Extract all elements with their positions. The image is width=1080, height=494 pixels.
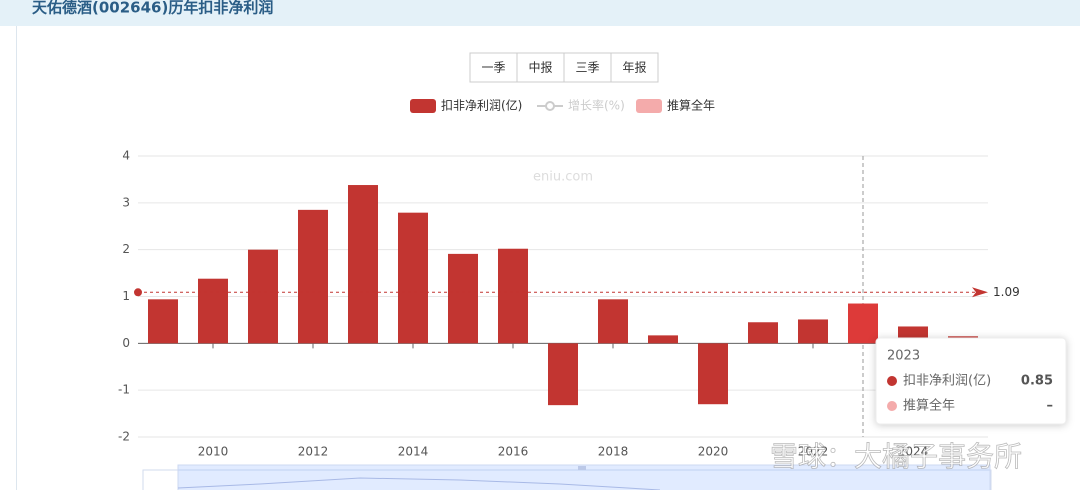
credit: 雪球：大橘子事务所	[770, 440, 1022, 473]
tooltip-name: 推算全年	[903, 398, 955, 414]
bar	[498, 248, 528, 344]
tooltip-marker	[887, 376, 897, 386]
legend-swatch	[636, 99, 662, 113]
x-tick-label: 2020	[698, 445, 729, 459]
tooltip-value: 0.85	[1021, 374, 1053, 389]
period-button[interactable]	[516, 52, 565, 83]
legend-marker	[545, 101, 555, 111]
bar	[298, 209, 328, 344]
bar	[648, 335, 678, 344]
header-title: 天佑德酒(002646)历年扣非净利润	[32, 0, 273, 17]
period-button-label[interactable]: 一季	[481, 61, 505, 75]
tooltip	[875, 337, 1067, 425]
legend-label: 增长率(%)	[568, 98, 625, 113]
bar	[248, 249, 278, 344]
x-tick-label: 2010	[198, 445, 229, 459]
tooltip-name: 扣非净利润(亿)	[903, 374, 991, 389]
y-tick-label: 1	[122, 289, 130, 303]
tooltip-value: –	[1047, 399, 1054, 414]
period-button[interactable]	[610, 52, 659, 83]
bar	[548, 343, 578, 406]
bar	[598, 299, 628, 344]
zoom-handle[interactable]	[578, 466, 586, 470]
bar	[198, 278, 228, 344]
x-tick-label: 2022	[798, 445, 829, 459]
x-tick-label: 2024	[898, 445, 929, 459]
zoom-preview	[177, 477, 661, 491]
x-tick-label: 2016	[498, 445, 529, 459]
x-tick-label: 2014	[398, 445, 429, 459]
legend-label: 推算全年	[667, 98, 715, 113]
average-start	[134, 288, 142, 297]
period-button[interactable]	[563, 52, 612, 83]
header-bar	[0, 0, 1080, 26]
y-tick-label: 4	[122, 149, 130, 163]
period-button-label[interactable]: 中报	[528, 60, 552, 75]
period-button-label[interactable]: 三季	[575, 61, 599, 75]
zoom-track	[142, 469, 992, 494]
y-tick-label: -2	[118, 430, 130, 444]
y-tick-label: 3	[122, 195, 130, 209]
average-arrow	[972, 287, 988, 298]
legend-swatch	[410, 99, 436, 113]
bar	[398, 212, 428, 344]
period-button[interactable]	[469, 52, 518, 83]
bar	[348, 185, 378, 344]
bar	[748, 322, 778, 344]
y-tick-label: 0	[122, 336, 130, 350]
legend-label: 扣非净利润(亿)	[441, 98, 522, 113]
bar	[698, 343, 728, 405]
watermark: eniu.com	[533, 170, 593, 185]
x-tick-label: 2012	[298, 445, 329, 459]
tooltip-title: 2023	[887, 349, 920, 364]
bar	[148, 299, 178, 344]
average-label: 1.09	[993, 285, 1020, 299]
tooltip-marker	[887, 401, 897, 411]
bar	[848, 303, 878, 344]
y-tick-label: 2	[122, 242, 130, 256]
period-button-label[interactable]: 年报	[622, 60, 646, 75]
y-tick-label: -1	[118, 383, 130, 397]
x-tick-label: 2018	[598, 445, 629, 459]
bar	[798, 319, 828, 344]
bar	[448, 253, 478, 344]
